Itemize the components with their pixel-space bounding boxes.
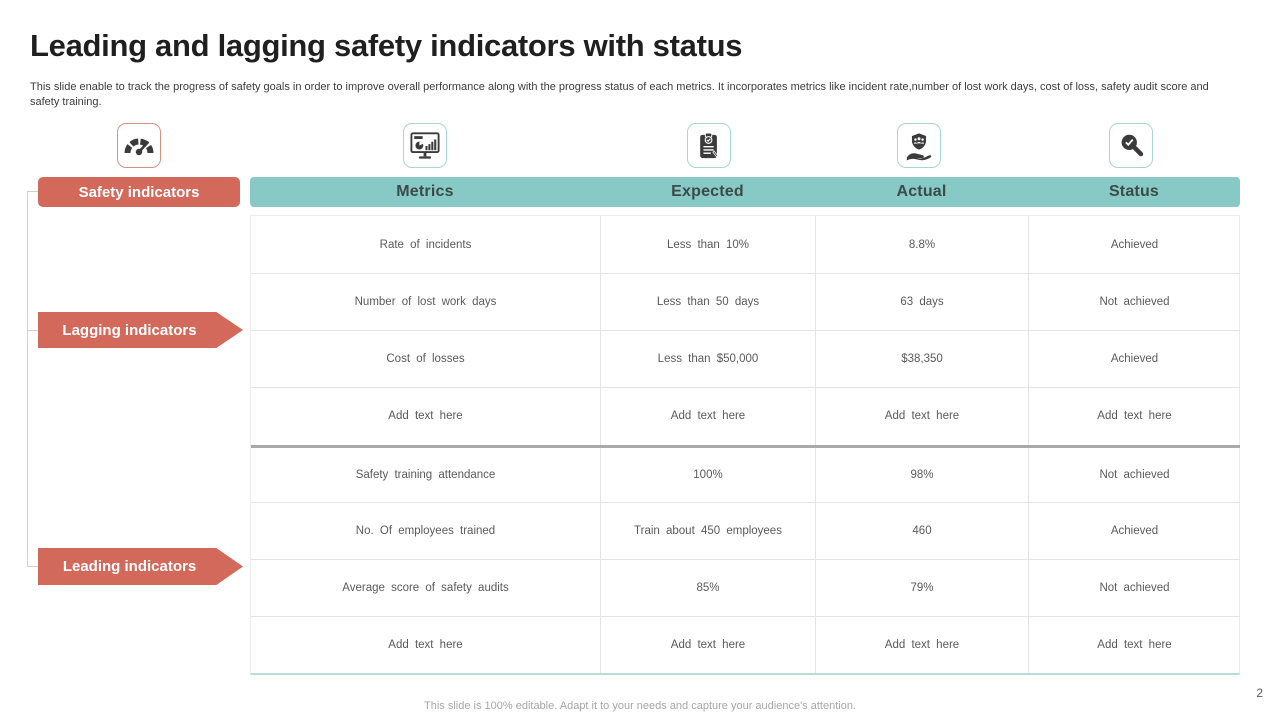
gauge-icon (117, 123, 161, 168)
monitor-chart-icon (403, 123, 447, 168)
table-cell: Add text here (600, 388, 815, 445)
table-cell: 79% (815, 559, 1028, 616)
table-cell: Achieved (1028, 502, 1240, 559)
table-row: No. Of employees trained Train about 450 … (251, 501, 1240, 559)
table-cell: Average score of safety audits (342, 581, 509, 594)
table-cell: Cost of losses (386, 353, 465, 366)
clipboard-check-icon (687, 123, 731, 168)
column-header-actual: Actual (896, 183, 947, 200)
lagging-indicators-label: Lagging indicators (38, 312, 243, 348)
table-cell: Add text here (1028, 388, 1240, 445)
leading-indicators-label: Leading indicators (38, 548, 243, 585)
table-cell: Add text here (815, 616, 1028, 673)
table-cell: Achieved (1028, 216, 1240, 274)
table-cell: Number of lost work days (354, 296, 497, 309)
footer-note: This slide is 100% editable. Adapt it to… (424, 700, 856, 712)
table-cell: Not achieved (1028, 447, 1240, 502)
table-cell: Not achieved (1028, 274, 1240, 331)
bracket-tick (27, 566, 38, 567)
page-number: 2 (1256, 686, 1263, 700)
table-cell: Less than 50 days (600, 274, 815, 331)
table-row: Cost of losses Less than $50,000 $38,350 Ac… (251, 330, 1240, 388)
table-cell: Less than 10% (600, 216, 815, 274)
metrics-table: Rate of incidents Less than 10% 8.8% Achiev… (250, 215, 1240, 675)
table-cell: 85% (600, 559, 815, 616)
table-cell: 460 (815, 502, 1028, 559)
table-cell: Add text here (815, 388, 1028, 445)
bracket-connector (27, 191, 38, 567)
table-cell: Achieved (1028, 331, 1240, 388)
page-title: Leading and lagging safety indicators wi… (30, 28, 743, 63)
column-header-status: Status (1108, 183, 1160, 200)
table-cell: Add text here (388, 410, 463, 423)
table-row: Add text here Add text here Add text here A… (251, 615, 1240, 673)
table-row: Number of lost work days Less than 50 day… (251, 273, 1240, 331)
table-cell: Train about 450 employees (600, 502, 815, 559)
table-cell: Safety training attendance (355, 468, 496, 481)
table-cell: No. Of employees trained (355, 524, 496, 537)
column-header-metrics: Metrics (396, 183, 454, 200)
column-header-expected: Expected (671, 183, 744, 200)
table-cell: 100% (600, 447, 815, 502)
slide-subtitle: This slide enable to track the progress … (30, 81, 1209, 108)
bracket-tick (27, 330, 38, 331)
table-header: Metrics Expected Actual Status (250, 177, 1240, 207)
safety-indicators-label: Safety indicators (38, 177, 240, 207)
table-row: Rate of incidents Less than 10% 8.8% Achiev… (251, 216, 1240, 274)
hand-shield-icon (897, 123, 941, 168)
table-row: Average score of safety audits 85% 79% Not … (251, 558, 1240, 616)
table-cell: Less than $50,000 (600, 331, 815, 388)
table-row: Add text here Add text here Add text here A… (251, 387, 1240, 445)
table-cell: Add text here (388, 638, 463, 651)
table-cell: Not achieved (1028, 559, 1240, 616)
table-row: Safety training attendance 100% 98% Not ach… (251, 444, 1240, 502)
table-cell: 98% (815, 447, 1028, 502)
table-cell: Add text here (600, 616, 815, 673)
table-cell: Rate of incidents (379, 238, 472, 251)
bracket-tick (27, 191, 38, 192)
table-cell: 63 days (815, 274, 1028, 331)
table-cell: Add text here (1028, 616, 1240, 673)
table-cell: $38,350 (815, 331, 1028, 388)
table-cell: 8.8% (815, 216, 1028, 274)
magnifier-check-icon (1109, 123, 1153, 168)
